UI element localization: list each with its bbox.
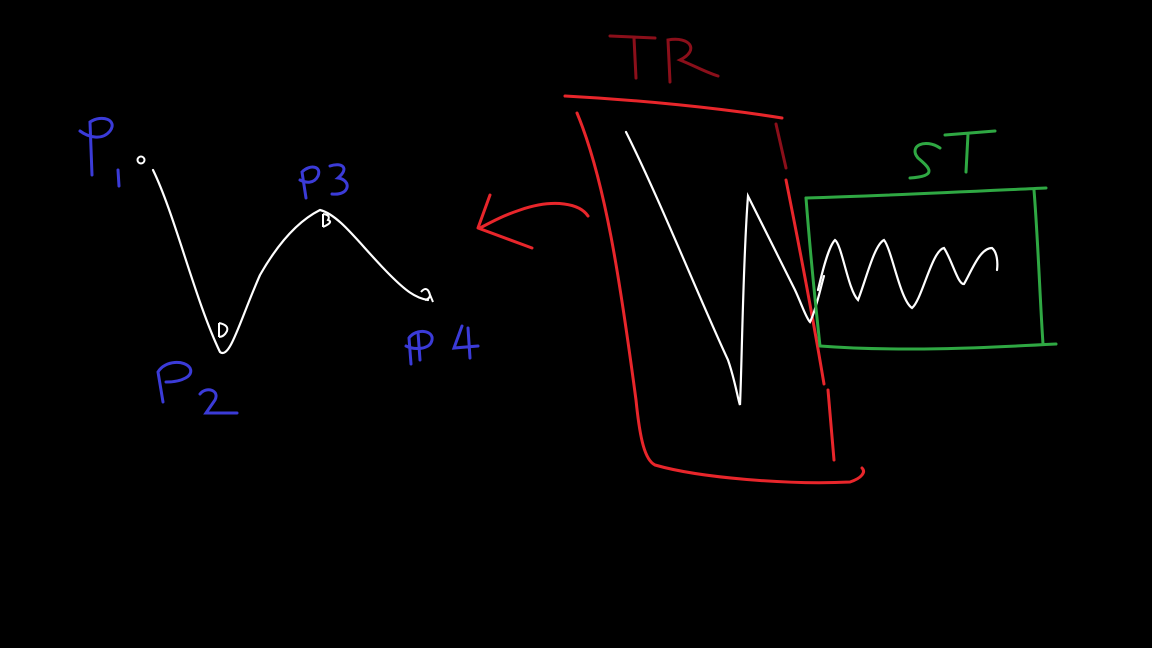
- point-p2-marker: [218, 322, 229, 338]
- label-p3: P3: [298, 163, 349, 200]
- point-p3-marker: [322, 213, 332, 228]
- label-p2-text: P2: [175, 380, 195, 399]
- tr-signal-curve: [624, 130, 826, 406]
- main-curve: [151, 168, 430, 355]
- tr-box: [563, 94, 865, 485]
- point-p1-marker: [136, 155, 146, 165]
- label-p1-text: P1: [88, 135, 108, 154]
- label-p2: P2: [156, 361, 239, 415]
- label-p4: P4: [404, 324, 480, 366]
- label-p1: P1: [78, 116, 121, 188]
- point-p4-marker: [420, 288, 434, 303]
- label-p4-text: P4: [430, 330, 450, 349]
- label-p3-text: P3: [315, 170, 335, 189]
- tr-label: TR: [608, 34, 720, 84]
- tr-label-text: TR: [649, 45, 671, 64]
- st-box: [804, 186, 1058, 351]
- st-signal-curve: [816, 238, 999, 310]
- st-label-text: ST: [940, 145, 960, 164]
- arrow-left-icon: [476, 193, 590, 250]
- st-label: ST: [908, 129, 997, 180]
